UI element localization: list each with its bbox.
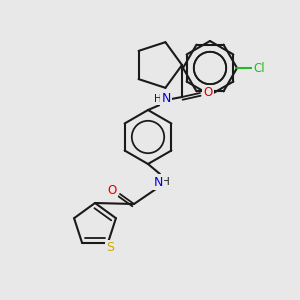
Text: H: H	[154, 94, 162, 104]
Text: Cl: Cl	[253, 61, 265, 74]
Text: N: N	[153, 176, 163, 188]
Text: O: O	[107, 184, 117, 196]
Text: S: S	[106, 241, 114, 254]
Text: H: H	[162, 177, 170, 187]
Text: O: O	[203, 86, 213, 100]
Text: N: N	[161, 92, 171, 106]
